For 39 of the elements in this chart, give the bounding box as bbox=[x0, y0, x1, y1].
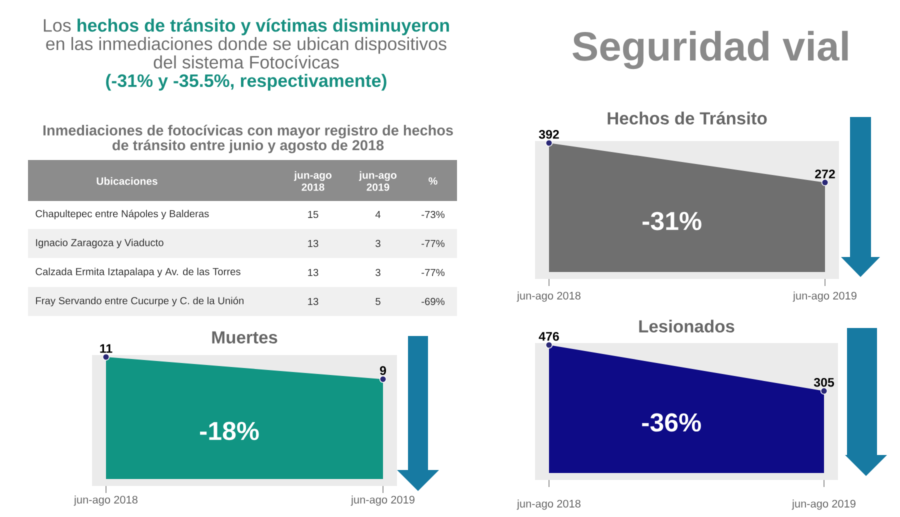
data-label: 4 bbox=[375, 211, 381, 218]
data-label: 15 bbox=[308, 210, 318, 218]
data-label: -77% bbox=[422, 268, 444, 276]
chart-title: Lesionados bbox=[639, 320, 734, 333]
data-label: 13 bbox=[308, 268, 318, 276]
x-tick-label: jun-ago 2018 bbox=[74, 496, 138, 506]
text: Ubicaciones bbox=[96, 177, 158, 185]
annotation: -31% bbox=[642, 212, 702, 230]
x-tick-label: jun-ago 2018 bbox=[516, 500, 580, 510]
data-label: 13 bbox=[308, 298, 318, 306]
text: Seguridad vial bbox=[572, 30, 848, 70]
category-label: Calzada Ermita Iztapalapa y Av. de las Torres bbox=[36, 268, 240, 278]
data-label: 11 bbox=[100, 344, 112, 353]
data-label: 9 bbox=[380, 366, 386, 375]
data-label: 5 bbox=[376, 298, 380, 306]
data-label: 392 bbox=[538, 130, 559, 139]
x-tick-label: jun-ago 2019 bbox=[792, 500, 856, 510]
annotation: -36% bbox=[642, 413, 701, 432]
text: Inmediaciones de fotocívicas con mayor registro de hechos de tránsito entre junio y agosto de 2018 bbox=[43, 124, 453, 154]
data-label: -69% bbox=[422, 298, 444, 306]
chart-title: Muertes bbox=[212, 331, 278, 344]
data-label: -77% bbox=[422, 240, 444, 248]
data-label: 272 bbox=[815, 170, 835, 178]
category-label: Chapultepec entre Nápoles y Balderas bbox=[36, 210, 209, 220]
annotation: -18% bbox=[200, 422, 259, 440]
category-label: Ignacio Zaragoza y Viaducto bbox=[36, 238, 164, 248]
data-label: 13 bbox=[308, 240, 318, 248]
data-label: 3 bbox=[376, 240, 380, 248]
data-label: 3 bbox=[376, 268, 380, 276]
text: % bbox=[428, 177, 438, 185]
chart-title: Hechos de Tránsito bbox=[608, 112, 767, 124]
text: jun-ago 2019 bbox=[358, 171, 396, 191]
text: jun-ago 2018 bbox=[294, 171, 332, 191]
text: Los hechos de tránsito y víctimas disminuyeron en las inmediaciones donde se ubican dispositivos del sistema Fotocívicas (-31% y -35.5%, respectivamente) bbox=[44, 18, 449, 91]
data-label: 305 bbox=[814, 378, 834, 387]
x-tick-label: jun-ago 2019 bbox=[350, 496, 414, 506]
data-label: -73% bbox=[422, 210, 444, 218]
data-label: 476 bbox=[538, 332, 559, 341]
category-label: Fray Servando entre Cucurpe y C. de la Unión bbox=[36, 296, 244, 306]
